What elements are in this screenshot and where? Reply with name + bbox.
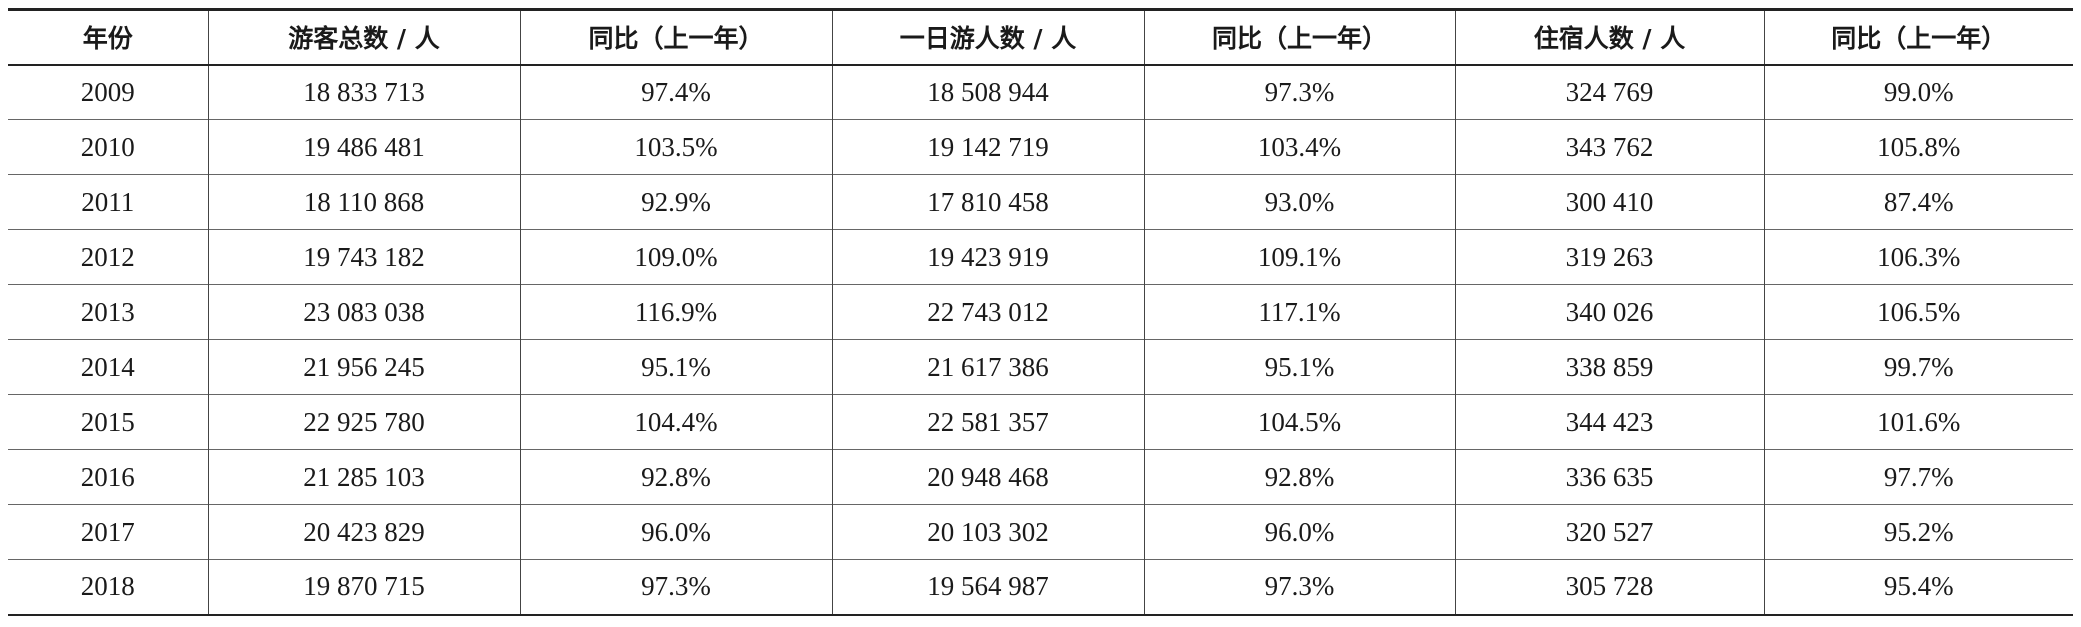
cell-day-yoy: 97.3% <box>1143 559 1455 615</box>
cell-overnight-visitors: 324 769 <box>1454 64 1764 120</box>
cell-day-yoy: 93.0% <box>1143 174 1455 230</box>
cell-year: 2010 <box>80 131 135 162</box>
cell-total-visitors: 21 285 103 <box>207 449 520 505</box>
cell-total-yoy: 97.3% <box>519 559 832 615</box>
table-row: 2015 22 925 780 104.4% 22 581 357 104.5% 344 … <box>8 394 2073 450</box>
cell-total-yoy: 92.9% <box>519 174 832 230</box>
cell-overnight-yoy: 95.4% <box>1763 559 2073 615</box>
header-year: 年份 <box>82 24 133 54</box>
cell-overnight-yoy: 105.8% <box>1763 119 2073 175</box>
table-row: 2018 19 870 715 97.3% 19 564 987 97.3% 305 72… <box>8 559 2073 615</box>
cell-year: 2009 <box>80 76 135 107</box>
table-body: 2009 18 833 713 97.4% 18 508 944 97.3% 324 76… <box>8 64 2073 615</box>
header-day-trippers: 一日游人数 / 人 <box>831 9 1144 65</box>
cell-overnight-yoy: 106.3% <box>1763 229 2073 285</box>
cell-total-visitors: 18 833 713 <box>207 64 520 120</box>
cell-year: 2012 <box>80 241 135 272</box>
cell-total-visitors: 21 956 245 <box>207 339 520 395</box>
cell-day-trippers: 19 564 987 <box>831 559 1144 615</box>
header-total-yoy: 同比（上一年） <box>519 9 832 65</box>
cell-day-yoy: 92.8% <box>1143 449 1455 505</box>
cell-overnight-visitors: 305 728 <box>1454 559 1764 615</box>
cell-total-yoy: 96.0% <box>519 504 832 560</box>
cell-overnight-yoy: 87.4% <box>1763 174 2073 230</box>
cell-day-yoy: 96.0% <box>1143 504 1455 560</box>
cell-total-yoy: 97.4% <box>519 64 832 120</box>
header-overnight-yoy: 同比（上一年） <box>1763 9 2073 65</box>
cell-overnight-visitors: 300 410 <box>1454 174 1764 230</box>
cell-overnight-visitors: 320 527 <box>1454 504 1764 560</box>
cell-total-visitors: 19 743 182 <box>207 229 520 285</box>
table-row: 2017 20 423 829 96.0% 20 103 302 96.0% 320 52… <box>8 504 2073 560</box>
cell-year: 2017 <box>80 516 135 547</box>
cell-day-yoy: 97.3% <box>1143 64 1455 120</box>
cell-overnight-visitors: 340 026 <box>1454 284 1764 340</box>
cell-year: 2011 <box>81 186 135 217</box>
cell-total-yoy: 92.8% <box>519 449 832 505</box>
cell-overnight-visitors: 319 263 <box>1454 229 1764 285</box>
cell-year: 2015 <box>80 406 135 437</box>
table-row: 2011 18 110 868 92.9% 17 810 458 93.0% 300 41… <box>8 174 2073 230</box>
cell-day-yoy: 109.1% <box>1143 229 1455 285</box>
cell-total-yoy: 116.9% <box>519 284 832 340</box>
header-overnight-visitors: 住宿人数 / 人 <box>1454 9 1764 65</box>
cell-total-visitors: 23 083 038 <box>207 284 520 340</box>
table-row: 2016 21 285 103 92.8% 20 948 468 92.8% 336 63… <box>8 449 2073 505</box>
header-day-yoy: 同比（上一年） <box>1143 9 1455 65</box>
cell-total-yoy: 104.4% <box>519 394 832 450</box>
cell-day-trippers: 19 142 719 <box>831 119 1144 175</box>
cell-overnight-yoy: 99.0% <box>1763 64 2073 120</box>
cell-year: 2018 <box>80 571 135 602</box>
tourist-statistics-table: 年份 游客总数 / 人 同比（上一年） 一日游人数 / 人 同比（上一年） 住宿… <box>8 8 2073 616</box>
header-row: 年份 游客总数 / 人 同比（上一年） 一日游人数 / 人 同比（上一年） 住宿… <box>8 9 2073 65</box>
cell-total-visitors: 19 486 481 <box>207 119 520 175</box>
cell-overnight-visitors: 344 423 <box>1454 394 1764 450</box>
cell-overnight-visitors: 343 762 <box>1454 119 1764 175</box>
cell-overnight-visitors: 336 635 <box>1454 449 1764 505</box>
cell-total-yoy: 95.1% <box>519 339 832 395</box>
cell-overnight-yoy: 97.7% <box>1763 449 2073 505</box>
cell-day-trippers: 18 508 944 <box>831 64 1144 120</box>
cell-day-trippers: 22 581 357 <box>831 394 1144 450</box>
header-total-visitors: 游客总数 / 人 <box>207 9 520 65</box>
cell-overnight-yoy: 106.5% <box>1763 284 2073 340</box>
cell-total-visitors: 22 925 780 <box>207 394 520 450</box>
cell-day-trippers: 22 743 012 <box>831 284 1144 340</box>
cell-day-yoy: 117.1% <box>1143 284 1455 340</box>
cell-total-yoy: 109.0% <box>519 229 832 285</box>
cell-total-yoy: 103.5% <box>519 119 832 175</box>
cell-day-yoy: 95.1% <box>1143 339 1455 395</box>
table-row: 2013 23 083 038 116.9% 22 743 012 117.1% 340 … <box>8 284 2073 340</box>
table-row: 2012 19 743 182 109.0% 19 423 919 109.1% 319 … <box>8 229 2073 285</box>
cell-total-visitors: 19 870 715 <box>207 559 520 615</box>
cell-year: 2016 <box>80 461 135 492</box>
table-row: 2010 19 486 481 103.5% 19 142 719 103.4% 343 … <box>8 119 2073 175</box>
table-row: 2014 21 956 245 95.1% 21 617 386 95.1% 338 85… <box>8 339 2073 395</box>
cell-overnight-yoy: 101.6% <box>1763 394 2073 450</box>
cell-day-trippers: 21 617 386 <box>831 339 1144 395</box>
table-row: 2009 18 833 713 97.4% 18 508 944 97.3% 324 76… <box>8 64 2073 120</box>
cell-day-trippers: 20 103 302 <box>831 504 1144 560</box>
cell-day-trippers: 20 948 468 <box>831 449 1144 505</box>
cell-overnight-visitors: 338 859 <box>1454 339 1764 395</box>
cell-year: 2014 <box>80 351 135 382</box>
cell-day-yoy: 103.4% <box>1143 119 1455 175</box>
cell-total-visitors: 20 423 829 <box>207 504 520 560</box>
cell-year: 2013 <box>80 296 135 327</box>
cell-total-visitors: 18 110 868 <box>207 174 520 230</box>
cell-day-trippers: 17 810 458 <box>831 174 1144 230</box>
cell-overnight-yoy: 95.2% <box>1763 504 2073 560</box>
table-header: 年份 游客总数 / 人 同比（上一年） 一日游人数 / 人 同比（上一年） 住宿… <box>8 9 2073 65</box>
cell-day-trippers: 19 423 919 <box>831 229 1144 285</box>
cell-overnight-yoy: 99.7% <box>1763 339 2073 395</box>
cell-day-yoy: 104.5% <box>1143 394 1455 450</box>
